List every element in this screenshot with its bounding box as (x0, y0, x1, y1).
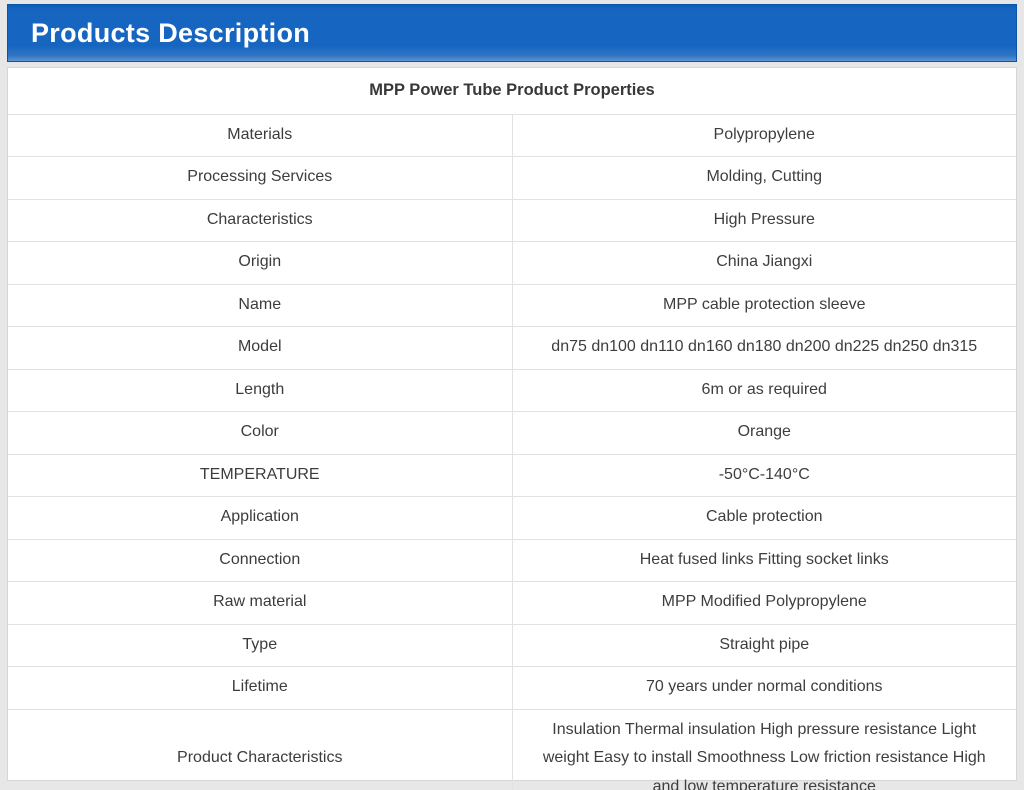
table-row: Application Cable protection (8, 496, 1016, 540)
property-value: Insulation Thermal insulation High press… (542, 720, 986, 790)
property-label: TEMPERATURE (8, 454, 513, 497)
property-value: 70 years under normal conditions (512, 666, 1016, 710)
property-label: Color (8, 411, 513, 455)
table-row: Color Orange (8, 411, 1016, 455)
product-properties-table: MPP Power Tube Product Properties Materi… (8, 68, 1016, 790)
table-row: Materials Polypropylene (8, 114, 1016, 157)
section-title: Products Description (31, 17, 311, 48)
property-value: High Pressure (512, 199, 1016, 242)
table-row: Lifetime 70 years under normal conditions (8, 666, 1016, 710)
property-label: Origin (8, 241, 513, 285)
table-row: Model dn75 dn100 dn110 dn160 dn180 dn200 … (8, 326, 1016, 370)
property-value: -50°C-140°C (512, 454, 1016, 497)
property-value: MPP cable protection sleeve (512, 284, 1016, 327)
table-row: Name MPP cable protection sleeve (8, 284, 1016, 327)
table-row: Origin China Jiangxi (8, 241, 1016, 285)
property-value: Orange (512, 411, 1016, 455)
property-label: Type (8, 624, 513, 667)
property-label: Characteristics (8, 199, 513, 242)
property-label: Model (8, 326, 513, 370)
property-value: Cable protection (512, 496, 1016, 540)
property-value: China Jiangxi (512, 241, 1016, 285)
table-row: Type Straight pipe (8, 624, 1016, 667)
property-value: Heat fused links Fitting socket links (512, 539, 1016, 582)
property-value: Straight pipe (512, 624, 1016, 667)
table-row: Characteristics High Pressure (8, 199, 1016, 242)
property-value: dn75 dn100 dn110 dn160 dn180 dn200 dn225… (512, 326, 1016, 370)
property-label: Product Characteristics (8, 709, 513, 790)
table-row: Raw material MPP Modified Polypropylene (8, 581, 1016, 625)
table-row: TEMPERATURE -50°C-140°C (8, 454, 1016, 497)
table-row: Length 6m or as required (8, 369, 1016, 412)
section-header: Products Description (7, 4, 1017, 62)
table-title: MPP Power Tube Product Properties (8, 68, 1016, 115)
property-label: Length (8, 369, 513, 412)
table-title-row: MPP Power Tube Product Properties (8, 68, 1016, 115)
table-row: Product Characteristics Insulation Therma… (8, 709, 1016, 790)
property-value: MPP Modified Polypropylene (512, 581, 1016, 625)
property-value: Polypropylene (512, 114, 1016, 157)
property-value: Molding, Cutting (512, 156, 1016, 200)
property-label: Connection (8, 539, 513, 582)
property-label: Application (8, 496, 513, 540)
product-properties-panel: MPP Power Tube Product Properties Materi… (7, 67, 1017, 790)
table-row: Connection Heat fused links Fitting socke… (8, 539, 1016, 582)
property-value: 6m or as required (512, 369, 1016, 412)
table-head: MPP Power Tube Product Properties (8, 68, 1016, 115)
property-label: Processing Services (8, 156, 513, 200)
properties-table-body: Materials Polypropylene Processing Service… (8, 114, 1016, 790)
property-label: Lifetime (8, 666, 513, 710)
table-row: Processing Services Molding, Cutting (8, 156, 1016, 200)
property-label: Materials (8, 114, 513, 157)
property-label: Name (8, 284, 513, 327)
property-label: Raw material (8, 581, 513, 625)
